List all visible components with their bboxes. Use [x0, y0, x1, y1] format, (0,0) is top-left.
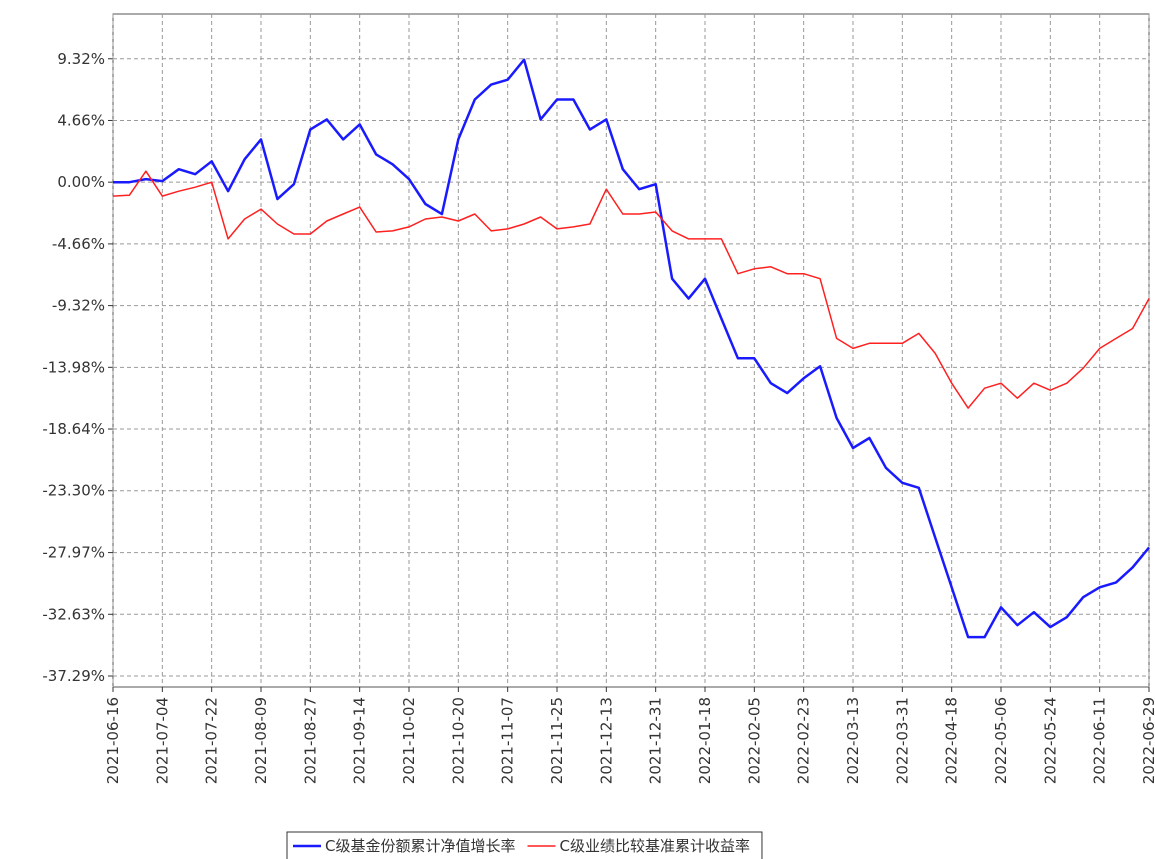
- y-tick-label: 0.00%: [57, 173, 105, 191]
- x-tick-label: 2022-02-05: [745, 697, 763, 784]
- x-tick-label: 2021-10-20: [449, 697, 467, 784]
- x-tick-label: 2021-08-27: [301, 697, 319, 784]
- x-tick-label: 2021-09-14: [351, 697, 369, 784]
- y-tick-label: -4.66%: [52, 235, 105, 253]
- legend-label: C级基金份额累计净值增长率: [325, 837, 515, 855]
- x-tick-label: 2021-12-31: [647, 697, 665, 784]
- y-tick-label: -27.97%: [42, 544, 105, 562]
- x-tick-label: 2021-10-02: [400, 697, 418, 784]
- y-tick-label: 4.66%: [57, 111, 105, 129]
- legend: C级基金份额累计净值增长率 C级业绩比较基准累计收益率: [286, 831, 763, 859]
- legend-label: C级业绩比较基准累计收益率: [559, 837, 749, 855]
- x-tick-label: 2021-12-13: [597, 697, 615, 784]
- x-tick-label: 2022-03-13: [844, 697, 862, 784]
- y-tick-label: -37.29%: [42, 667, 105, 685]
- series-line: [112, 170, 1150, 409]
- series-line: [113, 58, 1150, 639]
- y-tick-label: -32.63%: [42, 605, 105, 623]
- x-tick-label: 2021-08-09: [252, 697, 270, 784]
- y-tick-label: -9.32%: [52, 297, 105, 315]
- y-tick-label: -13.98%: [42, 358, 105, 376]
- x-tick-label: 2021-07-22: [203, 697, 221, 784]
- y-tick-label: 9.32%: [57, 50, 105, 68]
- x-tick-label: 2022-03-31: [893, 697, 911, 784]
- x-tick-label: 2021-06-16: [104, 697, 122, 784]
- x-tick-label: 2022-01-18: [696, 697, 714, 784]
- y-tick-label: -18.64%: [42, 420, 105, 438]
- x-tick-label: 2022-05-06: [992, 697, 1010, 784]
- y-tick-label: -23.30%: [42, 482, 105, 500]
- plot-frame: [112, 13, 1150, 688]
- x-tick-label: 2021-07-04: [153, 697, 171, 784]
- x-tick-label: 2021-11-25: [548, 697, 566, 784]
- x-tick-label: 2022-06-11: [1091, 697, 1109, 784]
- x-tick-label: 2022-02-23: [795, 697, 813, 784]
- x-tick-label: 2022-04-18: [943, 697, 961, 784]
- x-tick-label: 2022-05-24: [1041, 697, 1059, 784]
- x-tick-label: 2022-06-29: [1140, 697, 1155, 784]
- legend-box: [286, 831, 763, 859]
- x-tick-label: 2021-11-07: [499, 697, 517, 784]
